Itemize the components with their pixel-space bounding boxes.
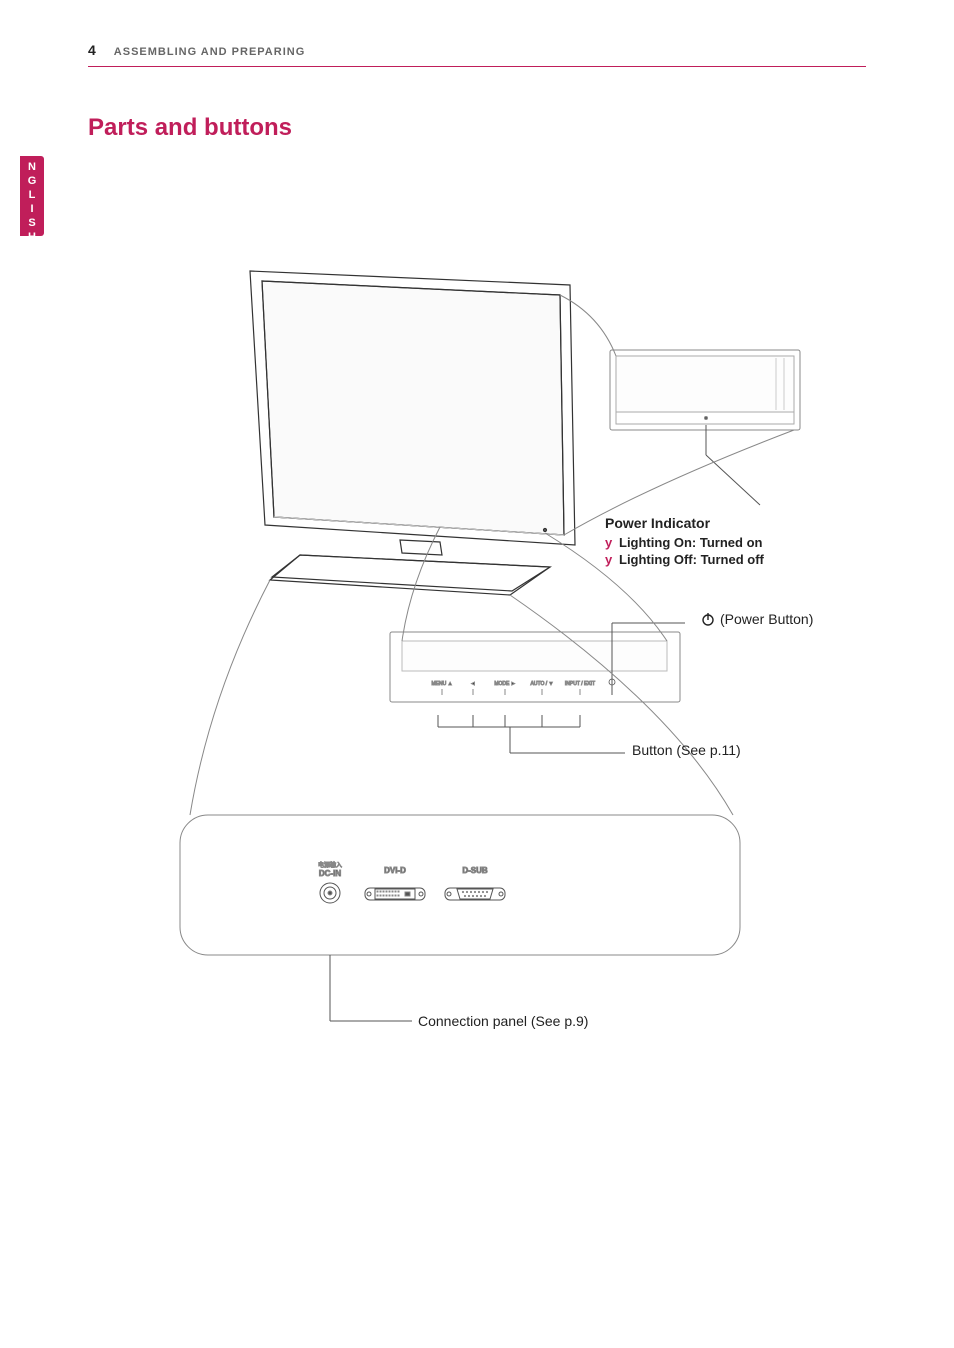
detail-corner — [610, 350, 800, 430]
power-indicator-item: yLighting On: Turned on — [605, 535, 764, 550]
parts-diagram: MENU ▲ ◄ MODE ► AUTO / ▼ INPUT / EXIT — [150, 255, 870, 1055]
svg-text:◄: ◄ — [471, 681, 476, 687]
svg-text:AUTO / ▼: AUTO / ▼ — [531, 681, 554, 687]
diagram-svg: MENU ▲ ◄ MODE ► AUTO / ▼ INPUT / EXIT — [150, 255, 870, 1055]
callout-button: Button (See p.11) — [632, 742, 741, 758]
callout-power-indicator: Power Indicator yLighting On: Turned on … — [605, 515, 764, 569]
callout-power-button: (Power Button) — [700, 611, 813, 627]
detail-connection-panel: 电源输入 DC-IN DVI-D D-SUB — [180, 815, 740, 955]
power-indicator-item: yLighting Off: Turned off — [605, 552, 764, 567]
language-tab: ENGLISH — [20, 156, 44, 236]
page-number: 4 — [88, 42, 96, 58]
callout-connection-panel: Connection panel (See p.9) — [418, 1013, 588, 1029]
port-label-dcin-cn: 电源输入 — [318, 861, 342, 869]
callout-button-bracket — [438, 715, 625, 753]
power-icon — [700, 611, 716, 627]
monitor-illustration — [250, 271, 575, 595]
page-title: Parts and buttons — [88, 114, 292, 142]
svg-text:MENU ▲: MENU ▲ — [431, 681, 452, 687]
page-header: 4 ASSEMBLING AND PREPARING — [88, 42, 866, 67]
power-button-label: (Power Button) — [720, 611, 813, 627]
detail-button-strip: MENU ▲ ◄ MODE ► AUTO / ▼ INPUT / EXIT — [390, 632, 680, 702]
callout-connection-line — [330, 955, 412, 1021]
port-label-dvid: DVI-D — [384, 866, 406, 875]
svg-text:INPUT / EXIT: INPUT / EXIT — [565, 681, 595, 687]
section-title: ASSEMBLING AND PREPARING — [114, 46, 305, 58]
svg-text:MODE ►: MODE ► — [494, 681, 515, 687]
power-indicator-title: Power Indicator — [605, 515, 764, 531]
port-label-dsub: D-SUB — [462, 866, 488, 875]
port-label-dcin: DC-IN — [319, 869, 341, 878]
